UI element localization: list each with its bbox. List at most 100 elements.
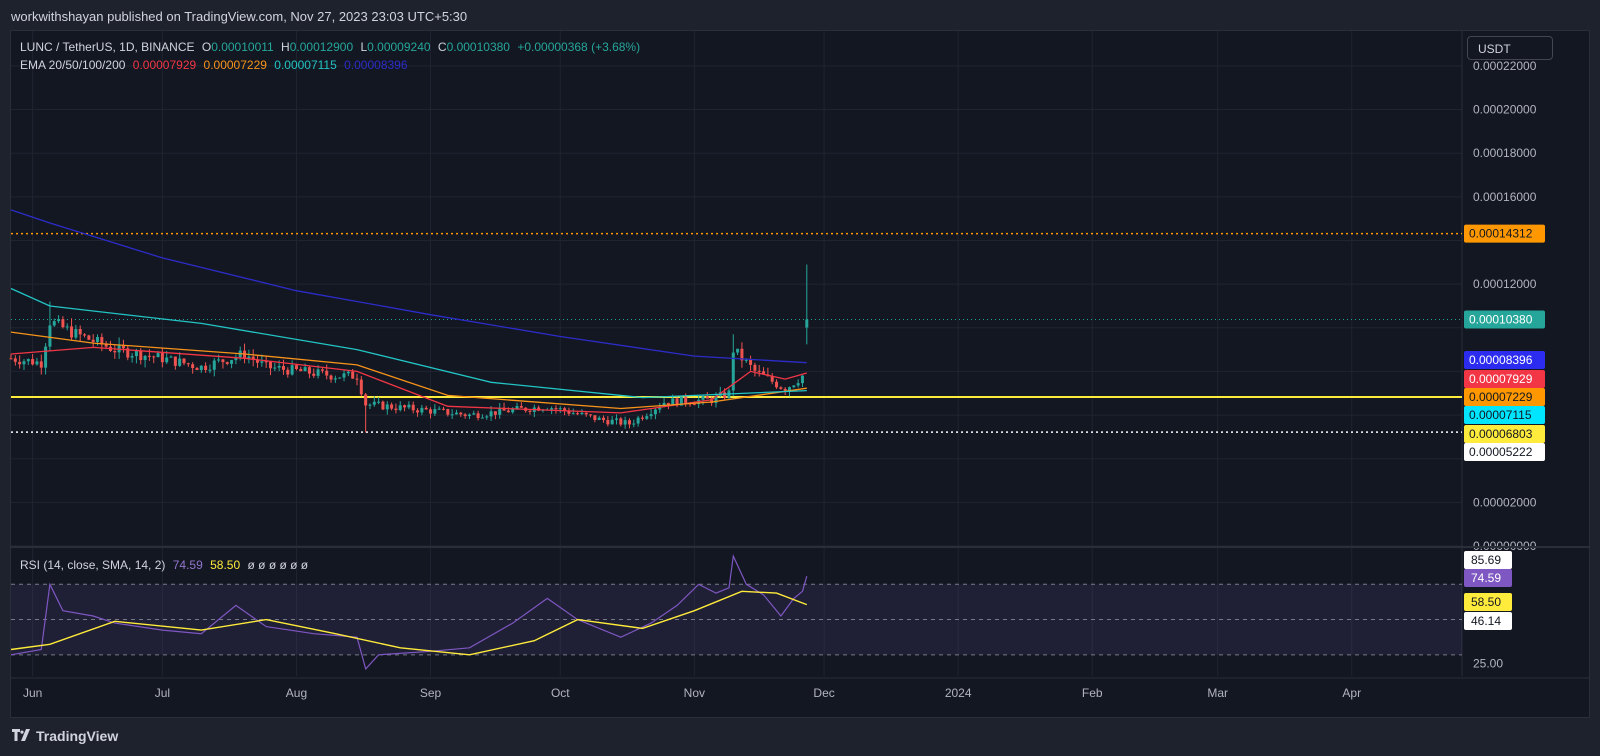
candle[interactable] [121,344,125,349]
candle[interactable] [407,404,411,408]
candle[interactable] [299,369,303,372]
candle[interactable] [454,412,458,415]
candle[interactable] [173,356,177,366]
candle[interactable] [208,369,212,371]
candle[interactable] [143,355,147,361]
candle[interactable] [22,361,26,365]
price-label-resistance[interactable] [1464,224,1545,243]
candle[interactable] [420,407,424,413]
candle[interactable] [796,383,800,386]
candle[interactable] [96,337,99,342]
candle[interactable] [169,356,173,358]
candle[interactable] [649,414,653,417]
rsi-label-rsi-lower-band[interactable] [1464,612,1512,630]
candle[interactable] [593,415,597,420]
candle[interactable] [364,394,368,406]
candle[interactable] [61,319,65,328]
candle[interactable] [165,357,169,363]
price-label-ema20[interactable] [1464,370,1545,388]
candle[interactable] [39,361,43,368]
candle[interactable] [9,358,13,360]
candle[interactable] [567,410,571,414]
candle[interactable] [195,368,199,371]
candle[interactable] [351,371,355,379]
candle[interactable] [658,406,662,410]
ema-line-ema50[interactable] [10,331,807,410]
candle[interactable] [783,388,787,393]
candle[interactable] [632,423,636,425]
candle[interactable] [251,356,255,360]
candle[interactable] [290,365,294,375]
price-label-ema50[interactable] [1464,388,1545,406]
candle[interactable] [329,375,333,380]
candle[interactable] [429,409,433,414]
candle[interactable] [78,329,82,335]
candle[interactable] [480,417,484,419]
candle[interactable] [627,420,631,425]
candle[interactable] [13,358,17,362]
candle[interactable] [744,359,748,361]
candle[interactable] [584,412,588,415]
candle[interactable] [18,361,22,365]
candle[interactable] [286,369,290,375]
candle[interactable] [467,414,471,417]
rsi-line[interactable] [10,553,808,671]
candle[interactable] [204,365,208,370]
candle[interactable] [355,378,359,380]
candle[interactable] [528,410,532,412]
candle[interactable] [740,348,744,361]
candle[interactable] [273,367,277,369]
candle[interactable] [675,398,679,406]
candle[interactable] [576,413,580,415]
price-label-support-white[interactable] [1464,443,1545,461]
candle[interactable] [139,350,143,361]
candle[interactable] [749,359,753,365]
candle[interactable] [74,329,78,338]
candle[interactable] [320,369,324,371]
candle[interactable] [372,401,376,405]
rsi-sma-line[interactable] [10,590,808,656]
price-label-last-close[interactable] [1464,310,1545,329]
candle[interactable] [325,370,329,376]
candle[interactable] [269,361,272,369]
candle[interactable] [281,366,285,370]
candle[interactable] [498,407,502,415]
candle[interactable] [70,326,74,338]
candle[interactable] [277,366,281,368]
rsi-label-rsi-sma[interactable] [1464,593,1512,611]
candle[interactable] [705,396,709,399]
candle[interactable] [602,417,606,421]
currency-button[interactable]: USDT [1467,36,1553,60]
candle[interactable] [316,369,320,376]
price-label-ema200[interactable] [1464,351,1545,369]
candle[interactable] [346,371,350,374]
tradingview-logo[interactable]: TradingView [12,728,118,744]
candle[interactable] [134,350,138,357]
candle[interactable] [770,376,774,382]
candle[interactable] [753,364,757,371]
candle[interactable] [199,365,203,371]
candle[interactable] [333,378,337,380]
candle[interactable] [606,420,610,425]
candle[interactable] [731,352,735,391]
ema-line-ema20[interactable] [10,346,807,414]
candle[interactable] [178,358,182,366]
candle[interactable] [805,319,809,328]
candle[interactable] [779,387,783,389]
candle[interactable] [260,361,264,363]
candle[interactable] [671,398,675,405]
candle[interactable] [35,361,39,365]
candle[interactable] [26,359,30,362]
candle[interactable] [589,414,593,416]
rsi-label[interactable]: RSI (14, close, SMA, 14, 2) [20,558,166,572]
candle[interactable] [48,325,52,347]
candle[interactable] [519,406,523,408]
candle[interactable] [65,326,69,328]
candle[interactable] [558,408,562,410]
candle[interactable] [502,407,506,411]
candle[interactable] [437,408,441,410]
candle[interactable] [87,335,91,340]
candle[interactable] [130,356,134,358]
candle[interactable] [623,420,627,425]
candle[interactable] [230,360,234,364]
